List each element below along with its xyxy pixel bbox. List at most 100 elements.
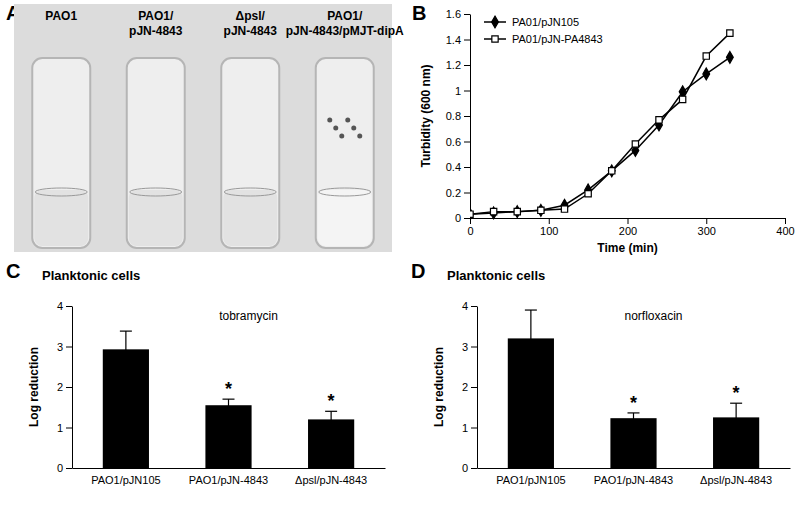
- marker: [609, 168, 615, 174]
- error-bar-stem: [633, 413, 634, 424]
- tick-mark: [66, 428, 72, 429]
- tick-label: 0.4: [446, 161, 461, 173]
- bar: [205, 405, 251, 468]
- panel-letter: C: [6, 260, 20, 282]
- y-axis-title: Log reduction: [27, 347, 41, 427]
- marker: [679, 96, 685, 102]
- chart-title: Planktonic cells: [42, 268, 140, 283]
- tick-mark: [471, 468, 477, 469]
- axis-line: [72, 307, 73, 469]
- tick-label: 1: [462, 422, 468, 434]
- meniscus: [35, 188, 87, 196]
- tick-mark: [471, 347, 477, 348]
- tick: 1: [455, 85, 470, 97]
- tick-mark: [628, 218, 629, 224]
- legend-label: PA01/pJN-PA4843: [512, 33, 603, 45]
- tick: 0: [57, 462, 72, 474]
- marker: [585, 191, 591, 197]
- tube-label: PAO1/: [327, 9, 363, 23]
- series-line: [470, 33, 730, 214]
- error-bar-stem: [228, 399, 229, 411]
- y-axis-title: Turbidity (600 nm): [419, 64, 433, 167]
- tick: PAO1/pJN105: [496, 468, 566, 486]
- plot-area: [470, 30, 733, 220]
- marker: [538, 207, 544, 213]
- plot-area: [508, 310, 759, 468]
- aggregate: [345, 118, 350, 123]
- tube-label: PAO1: [45, 9, 77, 23]
- meniscus: [130, 188, 182, 196]
- tick: 0: [462, 462, 477, 474]
- bar: [610, 418, 656, 468]
- tick: 0.2: [446, 187, 470, 199]
- panel-letter: D: [411, 260, 425, 282]
- tube: [316, 58, 374, 248]
- tick: Δpsl/pJN-4843: [700, 468, 772, 486]
- annotation: *: [733, 383, 740, 403]
- tick: 1.2: [446, 59, 470, 71]
- tube: [32, 58, 90, 248]
- tick-mark: [471, 428, 477, 429]
- legend-item: PA01/pJN-PA4843: [484, 33, 603, 45]
- culture: [318, 190, 372, 246]
- culture: [129, 190, 183, 246]
- axis: PAO1/pJN105 PAO1/pJN-4843 Δpsl/pJN-4843: [73, 468, 386, 486]
- tick-label: 1: [455, 85, 461, 97]
- tick: PAO1/pJN-4843: [189, 468, 268, 486]
- marker: [608, 165, 615, 177]
- legend-marker: [492, 36, 498, 42]
- subtitle: norfloxacin: [624, 309, 682, 323]
- tick: 0.6: [446, 136, 470, 148]
- tube-label: Δpsl/: [236, 9, 266, 23]
- tick-label: 2: [462, 381, 468, 393]
- error-bar: [120, 331, 132, 367]
- legend: PA01/pJN105 PA01/pJN-PA4843: [484, 16, 603, 45]
- tick: 400: [776, 218, 794, 237]
- tick: 2: [462, 381, 477, 393]
- legend-item: PA01/pJN105: [484, 16, 579, 28]
- tick-label: 0: [462, 462, 468, 474]
- error-bar: [628, 413, 640, 424]
- error-bar-stem: [530, 310, 531, 367]
- tick: PAO1/pJN105: [91, 468, 161, 486]
- tick-label: Δpsl/pJN-4843: [295, 474, 367, 486]
- tick-mark: [464, 167, 470, 168]
- tick: 0: [467, 218, 473, 237]
- tick: 0: [455, 212, 470, 224]
- axis: 0 1 2 3 4: [57, 300, 73, 474]
- tick-label: PAO1/pJN105: [91, 474, 161, 486]
- tick: 1: [57, 422, 72, 434]
- error-bar: [525, 310, 537, 367]
- tick: 4: [57, 300, 72, 312]
- tick-mark: [471, 387, 477, 388]
- tick-label: 0: [57, 462, 63, 474]
- tick-label: 0: [467, 225, 473, 237]
- tick-mark: [471, 306, 477, 307]
- subtitle: tobramycin: [219, 309, 278, 323]
- culture: [34, 190, 88, 246]
- tick-label: PAO1/pJN105: [496, 474, 566, 486]
- tick-label: 3: [462, 341, 468, 353]
- marker: [727, 30, 733, 36]
- tube: [221, 58, 279, 248]
- tick: 3: [57, 341, 72, 353]
- tick-mark: [549, 218, 550, 224]
- axis-line: [477, 307, 478, 469]
- meniscus: [224, 188, 276, 196]
- figure: APAO1PAO1/pJN-4843Δpsl/pJN-4843PAO1/pJN-…: [0, 0, 800, 510]
- tick-label: PAO1/pJN-4843: [189, 474, 268, 486]
- tick-label: 100: [540, 225, 558, 237]
- legend-label: PA01/pJN105: [512, 16, 579, 28]
- tick-mark: [66, 306, 72, 307]
- tick: 2: [57, 381, 72, 393]
- series-line: [470, 57, 730, 214]
- tube: [127, 58, 185, 248]
- tick-label: 2: [57, 381, 63, 393]
- tick-label: 3: [57, 341, 63, 353]
- marker: [703, 68, 710, 80]
- photo-background: [14, 4, 392, 252]
- tube-label: PAO1/: [138, 9, 174, 23]
- tick: 100: [540, 218, 558, 237]
- aggregate: [357, 134, 362, 139]
- annotation: *: [630, 393, 637, 413]
